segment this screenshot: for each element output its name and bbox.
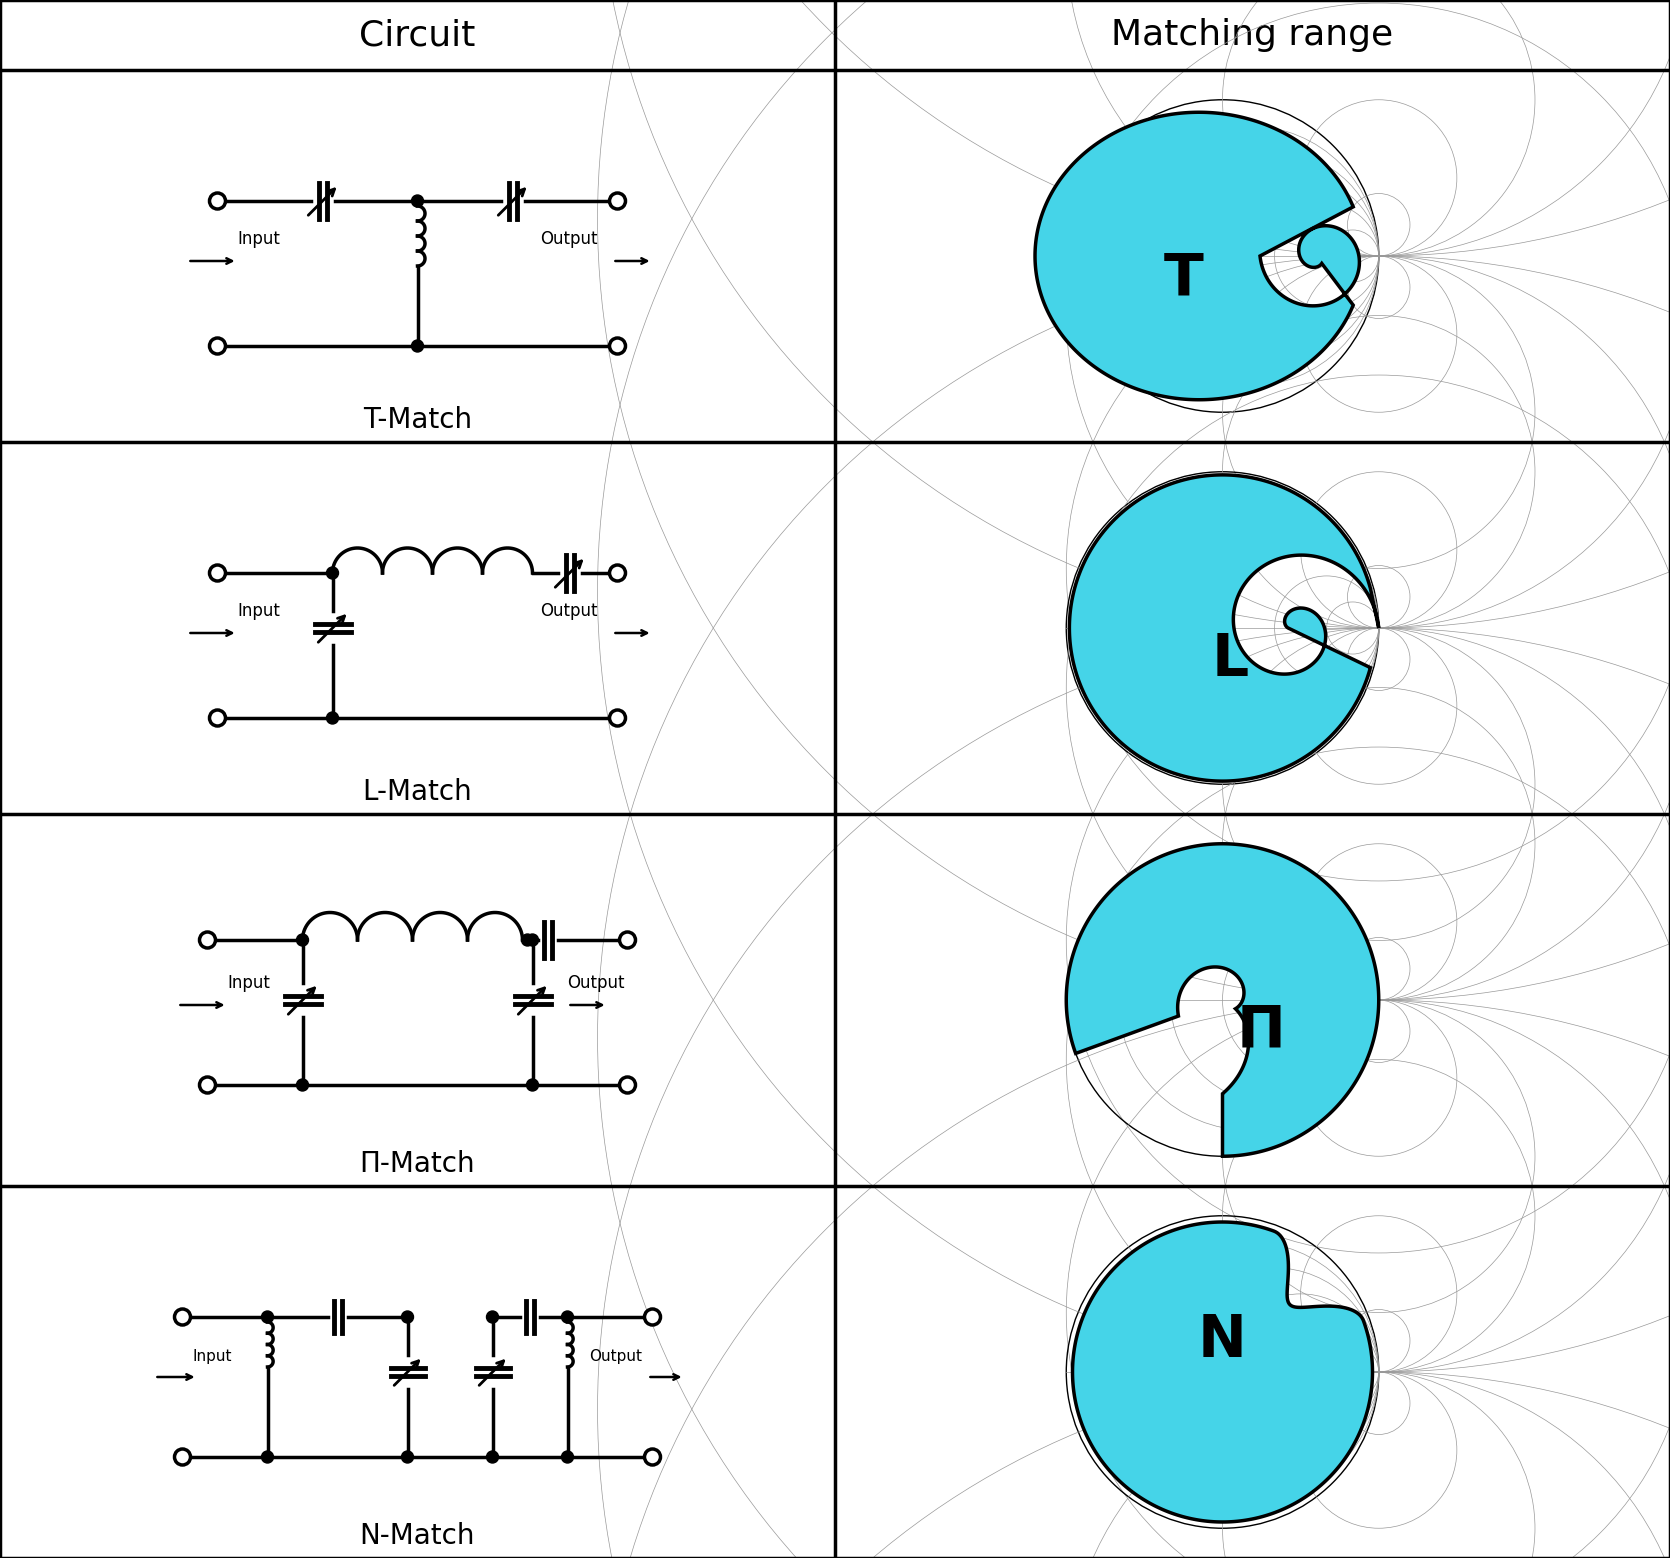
- Polygon shape: [1035, 112, 1359, 400]
- Polygon shape: [1072, 1221, 1373, 1522]
- Circle shape: [526, 933, 538, 946]
- Circle shape: [262, 1310, 274, 1323]
- Text: Output: Output: [568, 974, 625, 992]
- Circle shape: [174, 1449, 190, 1465]
- Circle shape: [610, 566, 626, 581]
- Circle shape: [561, 1450, 573, 1463]
- Circle shape: [327, 567, 339, 580]
- Circle shape: [610, 338, 626, 354]
- Circle shape: [401, 1310, 414, 1323]
- Circle shape: [297, 1080, 309, 1091]
- Text: L-Match: L-Match: [362, 777, 473, 805]
- Polygon shape: [1069, 475, 1379, 781]
- Text: Π-Match: Π-Match: [359, 1150, 476, 1178]
- Circle shape: [561, 1310, 573, 1323]
- Circle shape: [526, 1080, 538, 1091]
- Circle shape: [209, 193, 225, 209]
- Circle shape: [327, 712, 339, 724]
- Text: Input: Input: [192, 1349, 232, 1363]
- Text: T-Match: T-Match: [362, 407, 473, 435]
- Circle shape: [486, 1450, 499, 1463]
- Text: Output: Output: [539, 231, 598, 248]
- Text: L: L: [1212, 631, 1249, 687]
- Circle shape: [199, 932, 215, 947]
- Text: Π: Π: [1237, 1003, 1286, 1059]
- Text: Output: Output: [539, 601, 598, 620]
- Text: T: T: [1164, 251, 1204, 308]
- Circle shape: [521, 933, 533, 946]
- Circle shape: [411, 195, 424, 207]
- Circle shape: [610, 710, 626, 726]
- Text: Matching range: Matching range: [1112, 19, 1393, 51]
- Circle shape: [610, 193, 626, 209]
- Circle shape: [209, 710, 225, 726]
- Circle shape: [297, 933, 309, 946]
- Text: N-Match: N-Match: [359, 1522, 476, 1550]
- Circle shape: [620, 932, 636, 947]
- Circle shape: [209, 566, 225, 581]
- Text: Input: Input: [237, 231, 281, 248]
- Circle shape: [174, 1309, 190, 1324]
- Circle shape: [411, 340, 424, 352]
- Circle shape: [401, 1450, 414, 1463]
- Text: Input: Input: [237, 601, 281, 620]
- Text: Input: Input: [227, 974, 271, 992]
- Text: Output: Output: [590, 1349, 643, 1363]
- Text: Circuit: Circuit: [359, 19, 476, 51]
- Circle shape: [262, 1450, 274, 1463]
- Circle shape: [645, 1309, 661, 1324]
- Circle shape: [199, 1077, 215, 1094]
- Circle shape: [209, 338, 225, 354]
- Polygon shape: [1065, 844, 1379, 1156]
- Circle shape: [645, 1449, 661, 1465]
- Circle shape: [620, 1077, 636, 1094]
- Text: N: N: [1197, 1312, 1247, 1369]
- Circle shape: [486, 1310, 499, 1323]
